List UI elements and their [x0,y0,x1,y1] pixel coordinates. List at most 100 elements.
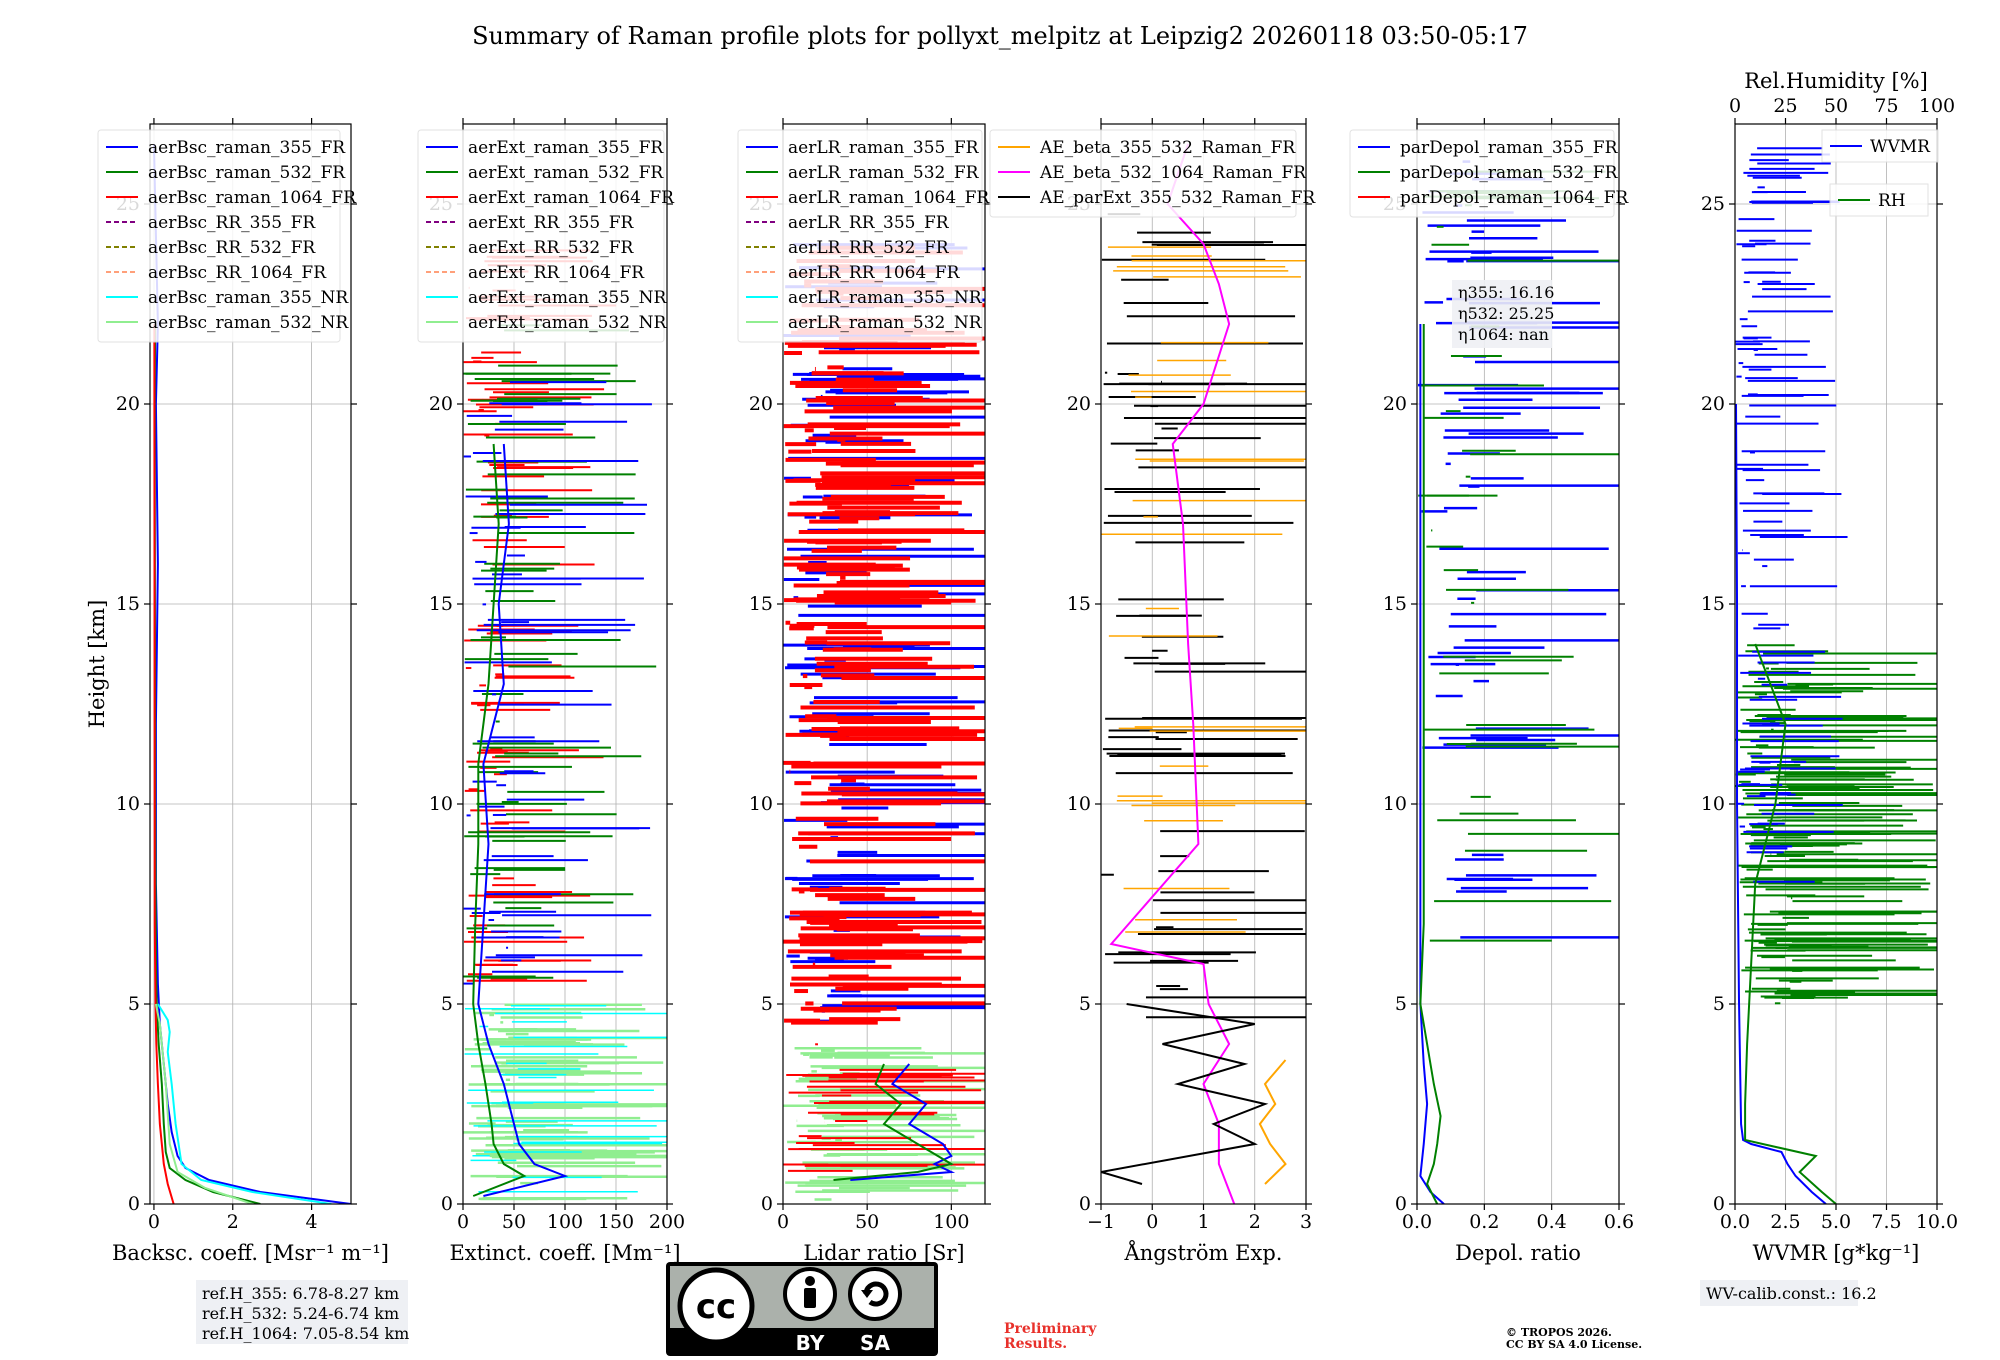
y-tick-label: 20 [749,393,773,415]
y-tick-label: 25 [1701,193,1725,215]
series-line-aerLR_raman_532_FR [833,1063,954,1181]
legend-entry: parDepol_raman_355_FR [1400,138,1619,158]
top-x-tick-label: 50 [1824,95,1848,117]
legend-entry: aerBsc_raman_532_FR [148,163,346,183]
preliminary-line2: Results. [1004,1336,1067,1352]
top-x-axis-label: Rel.Humidity [%] [1744,69,1928,93]
y-tick-label: 15 [1067,593,1091,615]
legend-entry: aerLR_RR_355_FR [788,213,950,233]
plot-area-angstrom [1101,124,1306,1204]
x-tick-label: 2 [227,1211,239,1233]
x-tick-label: 1 [1197,1211,1209,1233]
legend-entry: aerLR_RR_532_FR [788,238,950,258]
legend-entry: aerBsc_raman_355_NR [148,288,349,308]
top-x-tick-label: 25 [1773,95,1797,117]
copyright-line2: CC BY SA 4.0 License. [1506,1338,1642,1351]
legend-entry: aerExt_raman_355_NR [468,288,667,308]
y-tick-label: 10 [429,793,453,815]
x-axis-label: Depol. ratio [1455,1241,1581,1265]
legend-entry: RH [1878,191,1906,211]
legend-entry: WVMR [1870,137,1931,157]
y-tick-label: 20 [1701,393,1725,415]
wv-calib-box: WV-calib.const.: 16.2 [1700,1280,1877,1306]
legend-entry: aerBsc_raman_1064_FR [148,188,357,208]
x-tick-label: 0.2 [1469,1211,1499,1233]
x-tick-label: 0 [1146,1211,1158,1233]
legend-entry: parDepol_raman_1064_FR [1400,188,1629,208]
cc-by-sa-logo: cc BY SA [666,1262,938,1356]
legend-entry: parDepol_raman_532_FR [1400,163,1619,183]
top-x-tick-label: 0 [1729,95,1741,117]
panel-lidar_ratio: 0501000510152025Lidar ratio [Sr]aerLR_ra… [737,118,991,1265]
ref-h-355: ref.H_355: 6.78-8.27 km [202,1284,399,1303]
plot-area-lidar_ratio [783,124,985,1204]
series-line-AE_beta_355_532_Raman_FR [1258,1059,1287,1185]
copyright-line1: © TROPOS 2026. [1506,1326,1612,1339]
legend-entry: aerBsc_RR_355_FR [148,213,316,233]
eta-355: η355: 16.16 [1458,283,1554,302]
y-axis-label: Height [km] [85,600,109,729]
series-line-aerExt_raman_532_FR [472,443,527,1197]
series-line-aerLR_raman_355_FR [850,1063,956,1181]
sa-share-icon [848,1267,902,1321]
x-tick-label: 0 [777,1211,789,1233]
by-label: BY [796,1331,825,1355]
legend-entry: AE_beta_355_532_Raman_FR [1039,138,1296,158]
preliminary-line1: Preliminary [1004,1321,1097,1337]
ref-heights-box: ref.H_355: 6.78-8.27 km ref.H_532: 5.24-… [196,1280,409,1344]
y-tick-label: 15 [116,593,140,615]
top-x-tick-label: 100 [1919,95,1955,117]
x-tick-label: 100 [547,1211,583,1233]
y-tick-label: 15 [1701,593,1725,615]
y-tick-label: 5 [1395,993,1407,1015]
y-tick-label: 20 [1067,393,1091,415]
cc-icon [677,1267,755,1345]
y-tick-label: 10 [116,793,140,815]
series-line-AE_beta_532_1064_Raman_FR [1109,143,1236,1204]
series-line-aerBsc_raman_532_NR [154,1003,253,1204]
y-tick-label: 5 [1079,993,1091,1015]
legend-entry: aerExt_raman_532_NR [468,313,667,333]
y-tick-label: 20 [1383,393,1407,415]
x-axis-label: Ångström Exp. [1124,1240,1283,1265]
x-tick-label: 4 [306,1211,318,1233]
y-tick-label: 0 [441,1193,453,1215]
legend-entry: aerExt_RR_532_FR [468,238,634,258]
legend-entry: aerBsc_raman_355_FR [148,138,346,158]
series-line-AE_parExt_355_532_Raman_FR [1101,1003,1269,1185]
y-tick-label: 15 [749,593,773,615]
legend-entry: AE_parExt_355_532_Raman_FR [1039,188,1316,208]
x-tick-label: 0.4 [1537,1211,1567,1233]
legend-depol: parDepol_raman_355_FR parDepol_raman_532_… [1349,129,1629,218]
x-tick-label: 200 [649,1211,685,1233]
legend-entry: aerExt_raman_1064_FR [468,188,675,208]
legend-entry: AE_beta_532_1064_Raman_FR [1039,163,1307,183]
x-tick-label: 0.0 [1720,1211,1750,1233]
y-tick-label: 10 [1701,793,1725,815]
depol-eta-box: η355: 16.16 η532: 25.25 η1064: nan [1452,280,1554,348]
ref-h-1064: ref.H_1064: 7.05-8.54 km [202,1324,409,1343]
axes-frame [782,123,986,1205]
x-tick-label: 0 [457,1211,469,1233]
series-line-parDepol_raman_532_FR [1419,324,1442,1204]
y-tick-label: 5 [761,993,773,1015]
y-tick-label: 0 [128,1193,140,1215]
y-tick-label: 0 [1713,1193,1725,1215]
legend-backscatter: aerBsc_raman_355_FR aerBsc_raman_532_FRae… [97,129,357,343]
eta-1064: η1064: nan [1458,325,1549,344]
series-line-aerBsc_raman_355_NR [157,1003,332,1204]
cc-letters: cc [696,1287,736,1327]
x-tick-label: 150 [598,1211,634,1233]
y-tick-label: 15 [1383,593,1407,615]
legend-angstrom: AE_beta_355_532_Raman_FR AE_beta_532_1064… [989,129,1316,218]
legend-entry: aerLR_raman_1064_FR [788,188,990,208]
panel-backscatter: 0240510152025Backsc. coeff. [Msr⁻¹ m⁻¹]H… [85,118,389,1265]
series-line-RH [1744,643,1837,1204]
x-axis-label: Backsc. coeff. [Msr⁻¹ m⁻¹] [112,1241,389,1265]
y-tick-label: 5 [441,993,453,1015]
y-tick-label: 5 [128,993,140,1015]
x-axis-label: Lidar ratio [Sr] [803,1241,964,1265]
x-tick-label: 0 [148,1211,160,1233]
series-line-aerBsc_raman_1064_FR [153,323,175,1204]
